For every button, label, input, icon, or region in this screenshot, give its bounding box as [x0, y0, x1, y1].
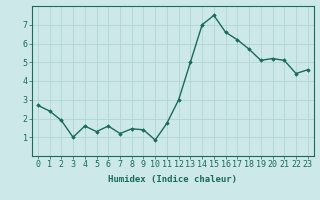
X-axis label: Humidex (Indice chaleur): Humidex (Indice chaleur) — [108, 175, 237, 184]
